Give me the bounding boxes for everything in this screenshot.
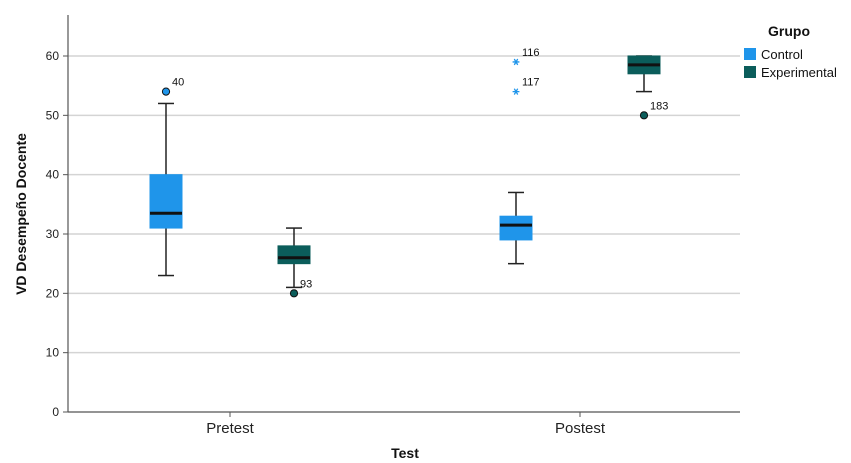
outlier-point xyxy=(289,289,299,298)
legend-swatch-control xyxy=(744,48,756,60)
axes xyxy=(63,15,740,417)
y-tick-label: 20 xyxy=(46,286,60,300)
outlier-label: 116 xyxy=(522,47,540,59)
x-axis-title: Test xyxy=(391,445,419,461)
box-iqr xyxy=(277,245,311,265)
outlier-point xyxy=(639,111,649,120)
box-experimental-postest: 183 xyxy=(627,55,668,120)
outlier-label: 117 xyxy=(522,77,540,89)
y-tick-label: 10 xyxy=(46,346,60,360)
legend-swatch-experimental xyxy=(744,66,756,78)
outlier-label: 40 xyxy=(172,77,184,89)
outlier-label: 93 xyxy=(300,278,312,290)
legend-label-experimental: Experimental xyxy=(761,65,837,80)
y-tick-label: 0 xyxy=(52,405,59,419)
y-tick-label: 40 xyxy=(46,168,60,182)
y-tick-labels: 0 10 20 30 40 50 60 xyxy=(46,49,60,419)
legend: Grupo Control Experimental xyxy=(744,23,837,80)
y-tick-label: 50 xyxy=(46,108,60,122)
outlier-point xyxy=(161,87,171,96)
box-iqr xyxy=(149,174,183,229)
box-control-postest: 116 117 xyxy=(499,47,540,265)
x-tick-label: Pretest xyxy=(206,420,254,437)
box-control-pretest: 40 xyxy=(149,77,184,277)
y-tick-label: 30 xyxy=(46,227,60,241)
outlier-star xyxy=(512,58,520,66)
x-tick-labels: Pretest Postest xyxy=(206,420,606,437)
outlier-star xyxy=(512,88,520,95)
outlier-label: 183 xyxy=(650,100,668,112)
boxes: 40 116 117 93 183 xyxy=(149,47,668,298)
legend-title: Grupo xyxy=(768,23,810,39)
x-tick-label: Postest xyxy=(555,420,606,437)
box-iqr xyxy=(499,215,533,241)
legend-label-control: Control xyxy=(761,47,803,62)
box-experimental-pretest: 93 xyxy=(277,227,312,298)
y-tick-label: 60 xyxy=(46,49,60,63)
y-axis-title: VD Desempeño Docente xyxy=(13,133,29,295)
